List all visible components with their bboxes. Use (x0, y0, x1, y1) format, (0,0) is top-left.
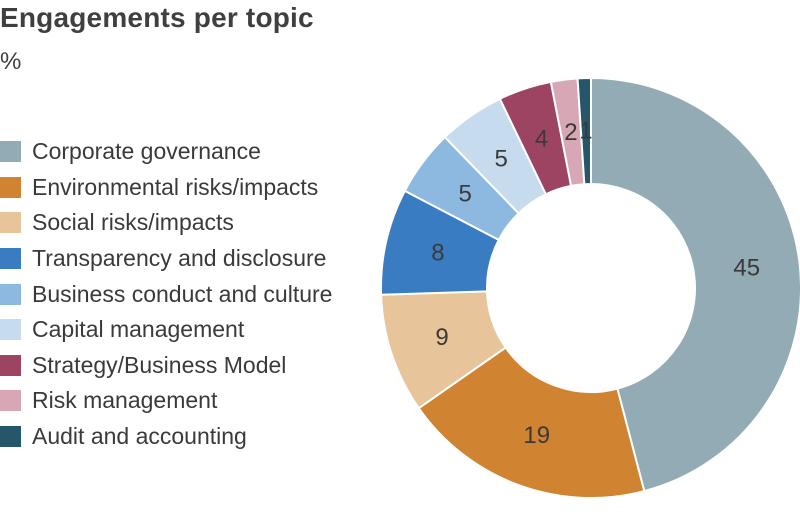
legend-swatch (0, 354, 21, 376)
slice-value-label: 1 (579, 118, 592, 145)
legend-item: Risk management (0, 383, 332, 419)
legend-label: Capital management (32, 316, 245, 343)
donut-slice (576, 76, 592, 186)
slice-value-label: 5 (458, 181, 471, 208)
chart-title: Engagements per topic (0, 2, 314, 33)
legend-swatch (0, 212, 21, 234)
legend-swatch (0, 390, 21, 412)
legend-label: Strategy/Business Model (32, 351, 287, 378)
slice-value-label: 45 (733, 254, 760, 281)
legend-item: Corporate governance (0, 134, 332, 170)
legend-item: Capital management (0, 312, 332, 348)
slice-value-label: 19 (523, 422, 550, 449)
slice-value-label: 8 (431, 240, 444, 267)
legend-item: Business conduct and culture (0, 276, 332, 312)
legend-label: Business conduct and culture (32, 280, 333, 307)
legend-swatch (0, 283, 21, 305)
slice-value-label: 4 (535, 125, 548, 152)
legend-swatch (0, 319, 21, 341)
slice-value-label: 5 (494, 146, 507, 173)
slice-value-label: 2 (564, 119, 577, 146)
legend-item: Audit and accounting (0, 419, 332, 455)
legend: Corporate governance Environmental risks/… (0, 134, 332, 454)
donut-slice (417, 346, 646, 499)
legend-label: Transparency and disclosure (32, 245, 327, 272)
legend-label: Social risks/impacts (32, 209, 234, 236)
legend-swatch (0, 426, 21, 448)
legend-item: Environmental risks/impacts (0, 170, 332, 206)
legend-item: Social risks/impacts (0, 205, 332, 241)
legend-swatch (0, 248, 21, 270)
legend-swatch (0, 141, 21, 163)
legend-label: Environmental risks/impacts (32, 173, 319, 200)
donut-slice (590, 76, 800, 493)
slice-value-label: 9 (435, 324, 448, 351)
legend-label: Audit and accounting (32, 423, 247, 450)
legend-item: Strategy/Business Model (0, 348, 332, 384)
legend-swatch (0, 176, 21, 198)
legend-item: Transparency and disclosure (0, 241, 332, 277)
legend-label: Corporate governance (32, 138, 261, 165)
unit-label: % (0, 48, 22, 75)
legend-label: Risk management (32, 387, 218, 414)
